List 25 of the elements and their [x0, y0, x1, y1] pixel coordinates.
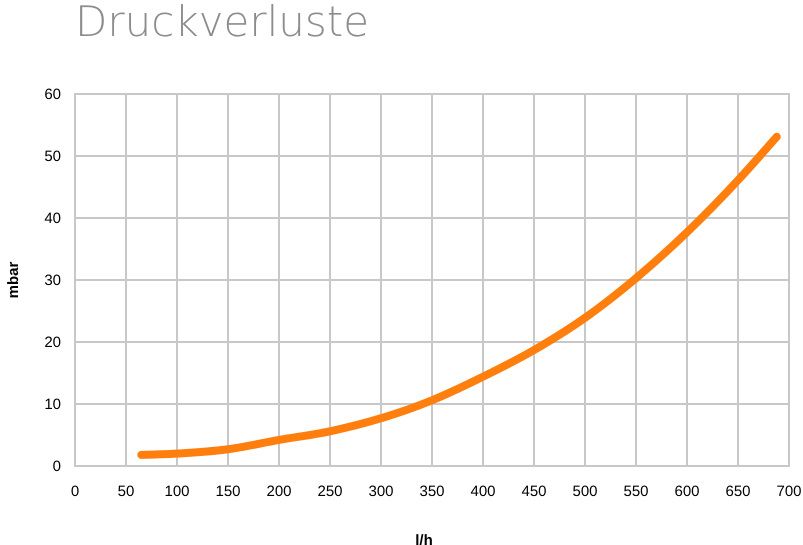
y-tick-label: 10 — [44, 396, 61, 413]
x-tick-label: 600 — [674, 483, 700, 500]
x-tick-label: 400 — [470, 483, 496, 500]
x-tick-label: 350 — [419, 483, 445, 500]
y-tick-label: 20 — [44, 334, 61, 351]
x-axis-title: l/h — [415, 532, 433, 545]
y-tick-label: 0 — [52, 458, 61, 475]
x-tick-label: 700 — [776, 483, 802, 500]
x-tick-label: 50 — [118, 483, 134, 500]
x-tick-label: 500 — [572, 483, 598, 500]
y-tick-label: 40 — [44, 210, 61, 227]
chart-title: Druckverluste — [75, 0, 370, 46]
x-tick-label: 300 — [368, 483, 394, 500]
y-axis-title: mbar — [5, 262, 22, 298]
x-tick-label: 450 — [521, 483, 547, 500]
y-tick-label: 30 — [44, 272, 61, 289]
x-tick-label: 200 — [266, 483, 292, 500]
y-tick-label: 60 — [44, 86, 61, 103]
x-tick-label: 250 — [317, 483, 343, 500]
x-tick-label: 150 — [215, 483, 241, 500]
x-tick-label: 650 — [725, 483, 751, 500]
y-tick-label: 50 — [44, 148, 61, 165]
x-tick-label: 100 — [164, 483, 190, 500]
x-tick-label: 550 — [623, 483, 649, 500]
x-tick-label: 0 — [70, 483, 80, 500]
